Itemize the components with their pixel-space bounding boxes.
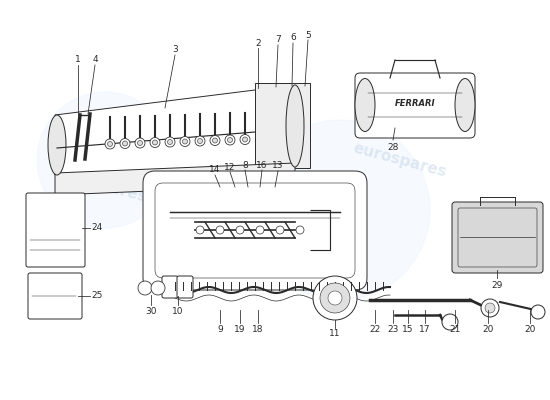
Text: FERRARI: FERRARI [395,98,435,108]
Text: 23: 23 [387,326,399,334]
Circle shape [165,137,175,147]
Text: 8: 8 [242,160,248,170]
Circle shape [180,136,190,146]
Circle shape [197,138,202,144]
Text: 7: 7 [275,36,281,44]
Text: 6: 6 [290,34,296,42]
Circle shape [183,139,188,144]
Circle shape [151,281,165,295]
Circle shape [442,314,458,330]
Text: 2: 2 [255,38,261,48]
Circle shape [328,291,342,305]
Ellipse shape [355,78,375,132]
Ellipse shape [455,78,475,132]
Circle shape [240,134,250,144]
Circle shape [135,138,145,148]
Text: 21: 21 [449,326,461,334]
Circle shape [152,140,157,145]
Text: 28: 28 [387,144,399,152]
Text: 12: 12 [224,162,236,172]
Circle shape [150,138,160,148]
Circle shape [256,226,264,234]
Text: 10: 10 [172,306,184,316]
Circle shape [123,141,128,146]
Circle shape [481,299,499,317]
Text: 29: 29 [491,280,503,290]
Polygon shape [255,83,310,168]
FancyBboxPatch shape [28,273,82,319]
Circle shape [210,136,220,146]
Text: 15: 15 [402,326,414,334]
Text: 22: 22 [370,326,381,334]
Text: eurospares: eurospares [241,235,338,275]
Text: 14: 14 [210,166,221,174]
Text: 20: 20 [524,326,536,334]
Text: 9: 9 [217,326,223,334]
FancyBboxPatch shape [143,171,367,290]
Text: 30: 30 [145,306,157,316]
Circle shape [225,135,235,145]
Circle shape [195,136,205,146]
Circle shape [120,138,130,148]
Text: 20: 20 [482,326,494,334]
Circle shape [105,139,115,149]
Circle shape [485,303,495,313]
Circle shape [107,142,113,146]
Text: 3: 3 [172,46,178,54]
Text: 25: 25 [91,292,103,300]
Text: 16: 16 [256,160,268,170]
Circle shape [216,226,224,234]
Circle shape [320,283,350,313]
Circle shape [138,140,142,146]
FancyBboxPatch shape [162,276,178,298]
Circle shape [296,226,304,234]
Text: 19: 19 [234,326,246,334]
Circle shape [196,226,204,234]
Text: 4: 4 [92,56,98,64]
Circle shape [138,281,152,295]
Text: 13: 13 [272,162,284,170]
Ellipse shape [48,115,66,175]
Text: 1: 1 [75,56,81,64]
Text: 5: 5 [305,30,311,40]
Circle shape [276,226,284,234]
Circle shape [236,226,244,234]
FancyBboxPatch shape [452,202,543,273]
FancyBboxPatch shape [355,73,475,138]
Ellipse shape [286,85,304,167]
Circle shape [228,138,233,142]
Circle shape [531,305,545,319]
Text: 24: 24 [91,224,103,232]
Circle shape [37,92,173,228]
Text: eurospares: eurospares [351,140,448,180]
Circle shape [250,120,430,300]
Text: 11: 11 [329,328,341,338]
Text: 18: 18 [252,326,264,334]
Circle shape [243,137,248,142]
FancyBboxPatch shape [26,193,85,267]
FancyBboxPatch shape [177,276,193,298]
Text: eurospares: eurospares [52,165,148,205]
Circle shape [313,276,357,320]
Polygon shape [55,85,295,175]
Text: 17: 17 [419,326,431,334]
Circle shape [168,140,173,144]
Circle shape [212,138,217,143]
Polygon shape [55,163,295,195]
